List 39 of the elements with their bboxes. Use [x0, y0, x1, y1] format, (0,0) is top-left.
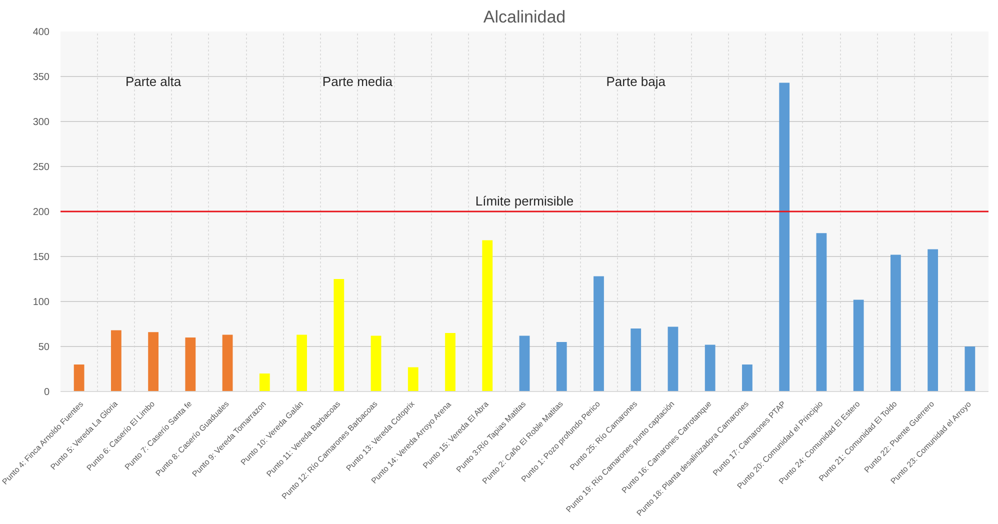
annotation: Parte media — [322, 74, 394, 90]
bar — [259, 374, 270, 392]
chart-title: Alcalinidad — [483, 8, 566, 26]
bar — [668, 326, 678, 392]
bar — [370, 336, 382, 392]
bar — [816, 233, 827, 392]
y-tick-label: 400 — [32, 27, 50, 38]
bar — [779, 82, 790, 392]
y-tick-label: 150 — [32, 252, 50, 263]
bar — [853, 300, 864, 392]
bar — [148, 332, 158, 392]
y-tick-label: 50 — [38, 342, 50, 353]
bar — [296, 334, 307, 392]
annotation: Parte baja — [606, 74, 666, 90]
bar — [928, 249, 938, 392]
y-tick-label: 0 — [44, 387, 50, 398]
annotation: Parte alta — [125, 74, 182, 90]
bar — [519, 336, 530, 392]
y-tick-label: 350 — [32, 72, 50, 83]
y-tick-label: 100 — [32, 297, 50, 308]
y-tick-label: 250 — [32, 162, 50, 173]
bar — [408, 367, 418, 392]
bar — [222, 334, 233, 392]
bar — [890, 254, 901, 392]
bar — [704, 344, 716, 392]
bar — [964, 346, 976, 392]
bar — [185, 338, 196, 392]
bar — [74, 364, 84, 392]
bar — [556, 342, 567, 392]
bar — [594, 276, 604, 392]
bar — [110, 330, 122, 392]
bar — [630, 328, 642, 392]
bar — [482, 240, 493, 392]
bar — [334, 279, 344, 392]
y-tick-label: 300 — [32, 117, 50, 128]
bar — [742, 364, 752, 392]
y-tick-label: 200 — [32, 207, 50, 218]
bar — [445, 333, 456, 392]
ref-line-label: Límite permisible — [475, 194, 574, 208]
